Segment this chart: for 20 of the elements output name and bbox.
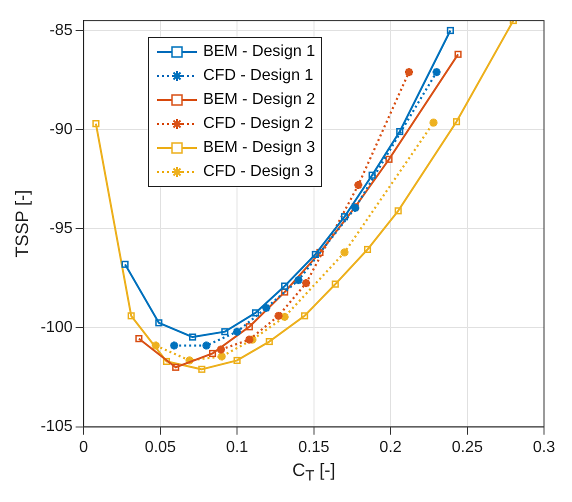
legend-label: CFD - Design 2: [203, 114, 314, 133]
y-tick-label: -95: [50, 220, 73, 238]
x-tick-label: 0.05: [144, 438, 176, 456]
y-tick-label: -100: [40, 319, 73, 336]
legend-label: CFD - Design 3: [203, 162, 314, 181]
x-tick-label: 0.2: [379, 438, 402, 456]
x-tick-label: 0.1: [226, 438, 248, 456]
x-tick-label: 0.15: [298, 438, 330, 456]
x-axis-title: C$_{T}$ [-]: [291, 460, 336, 485]
x-tick-label: 0.3: [532, 438, 556, 456]
y-axis-title: TSSP [-]: [12, 190, 32, 258]
legend-label: BEM - Design 3: [203, 138, 316, 157]
legend-label: CFD - Design 1: [203, 66, 314, 85]
y-tick-label: -105: [40, 418, 73, 436]
legend-label: BEM - Design 1: [203, 42, 316, 61]
x-tick-label: 0: [79, 438, 88, 456]
legend-label: BEM - Design 2: [203, 90, 316, 109]
x-tick-label: 0.25: [452, 438, 483, 456]
y-tick-label: -90: [50, 120, 73, 138]
y-tick-label: -85: [50, 22, 73, 39]
